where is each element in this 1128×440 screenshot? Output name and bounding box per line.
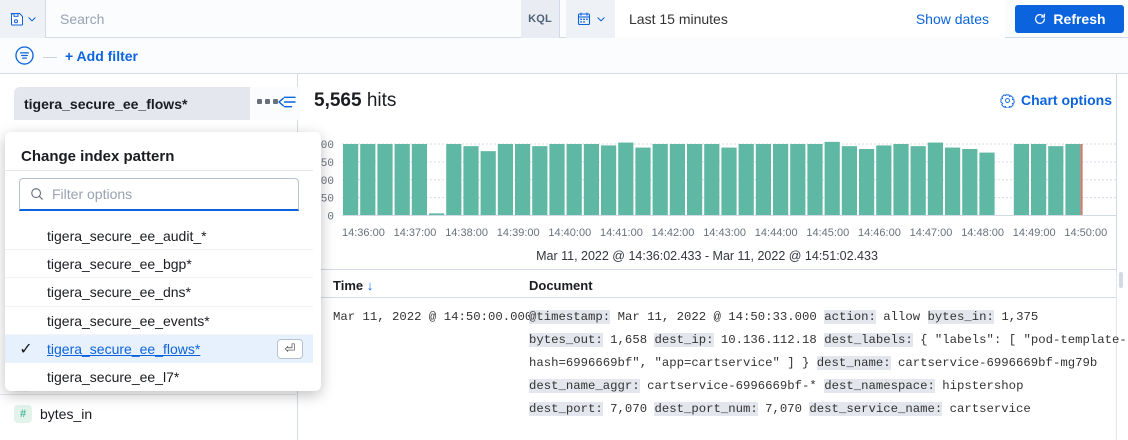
svg-text:0: 0 [327, 212, 334, 224]
svg-text:50: 50 [321, 194, 334, 206]
